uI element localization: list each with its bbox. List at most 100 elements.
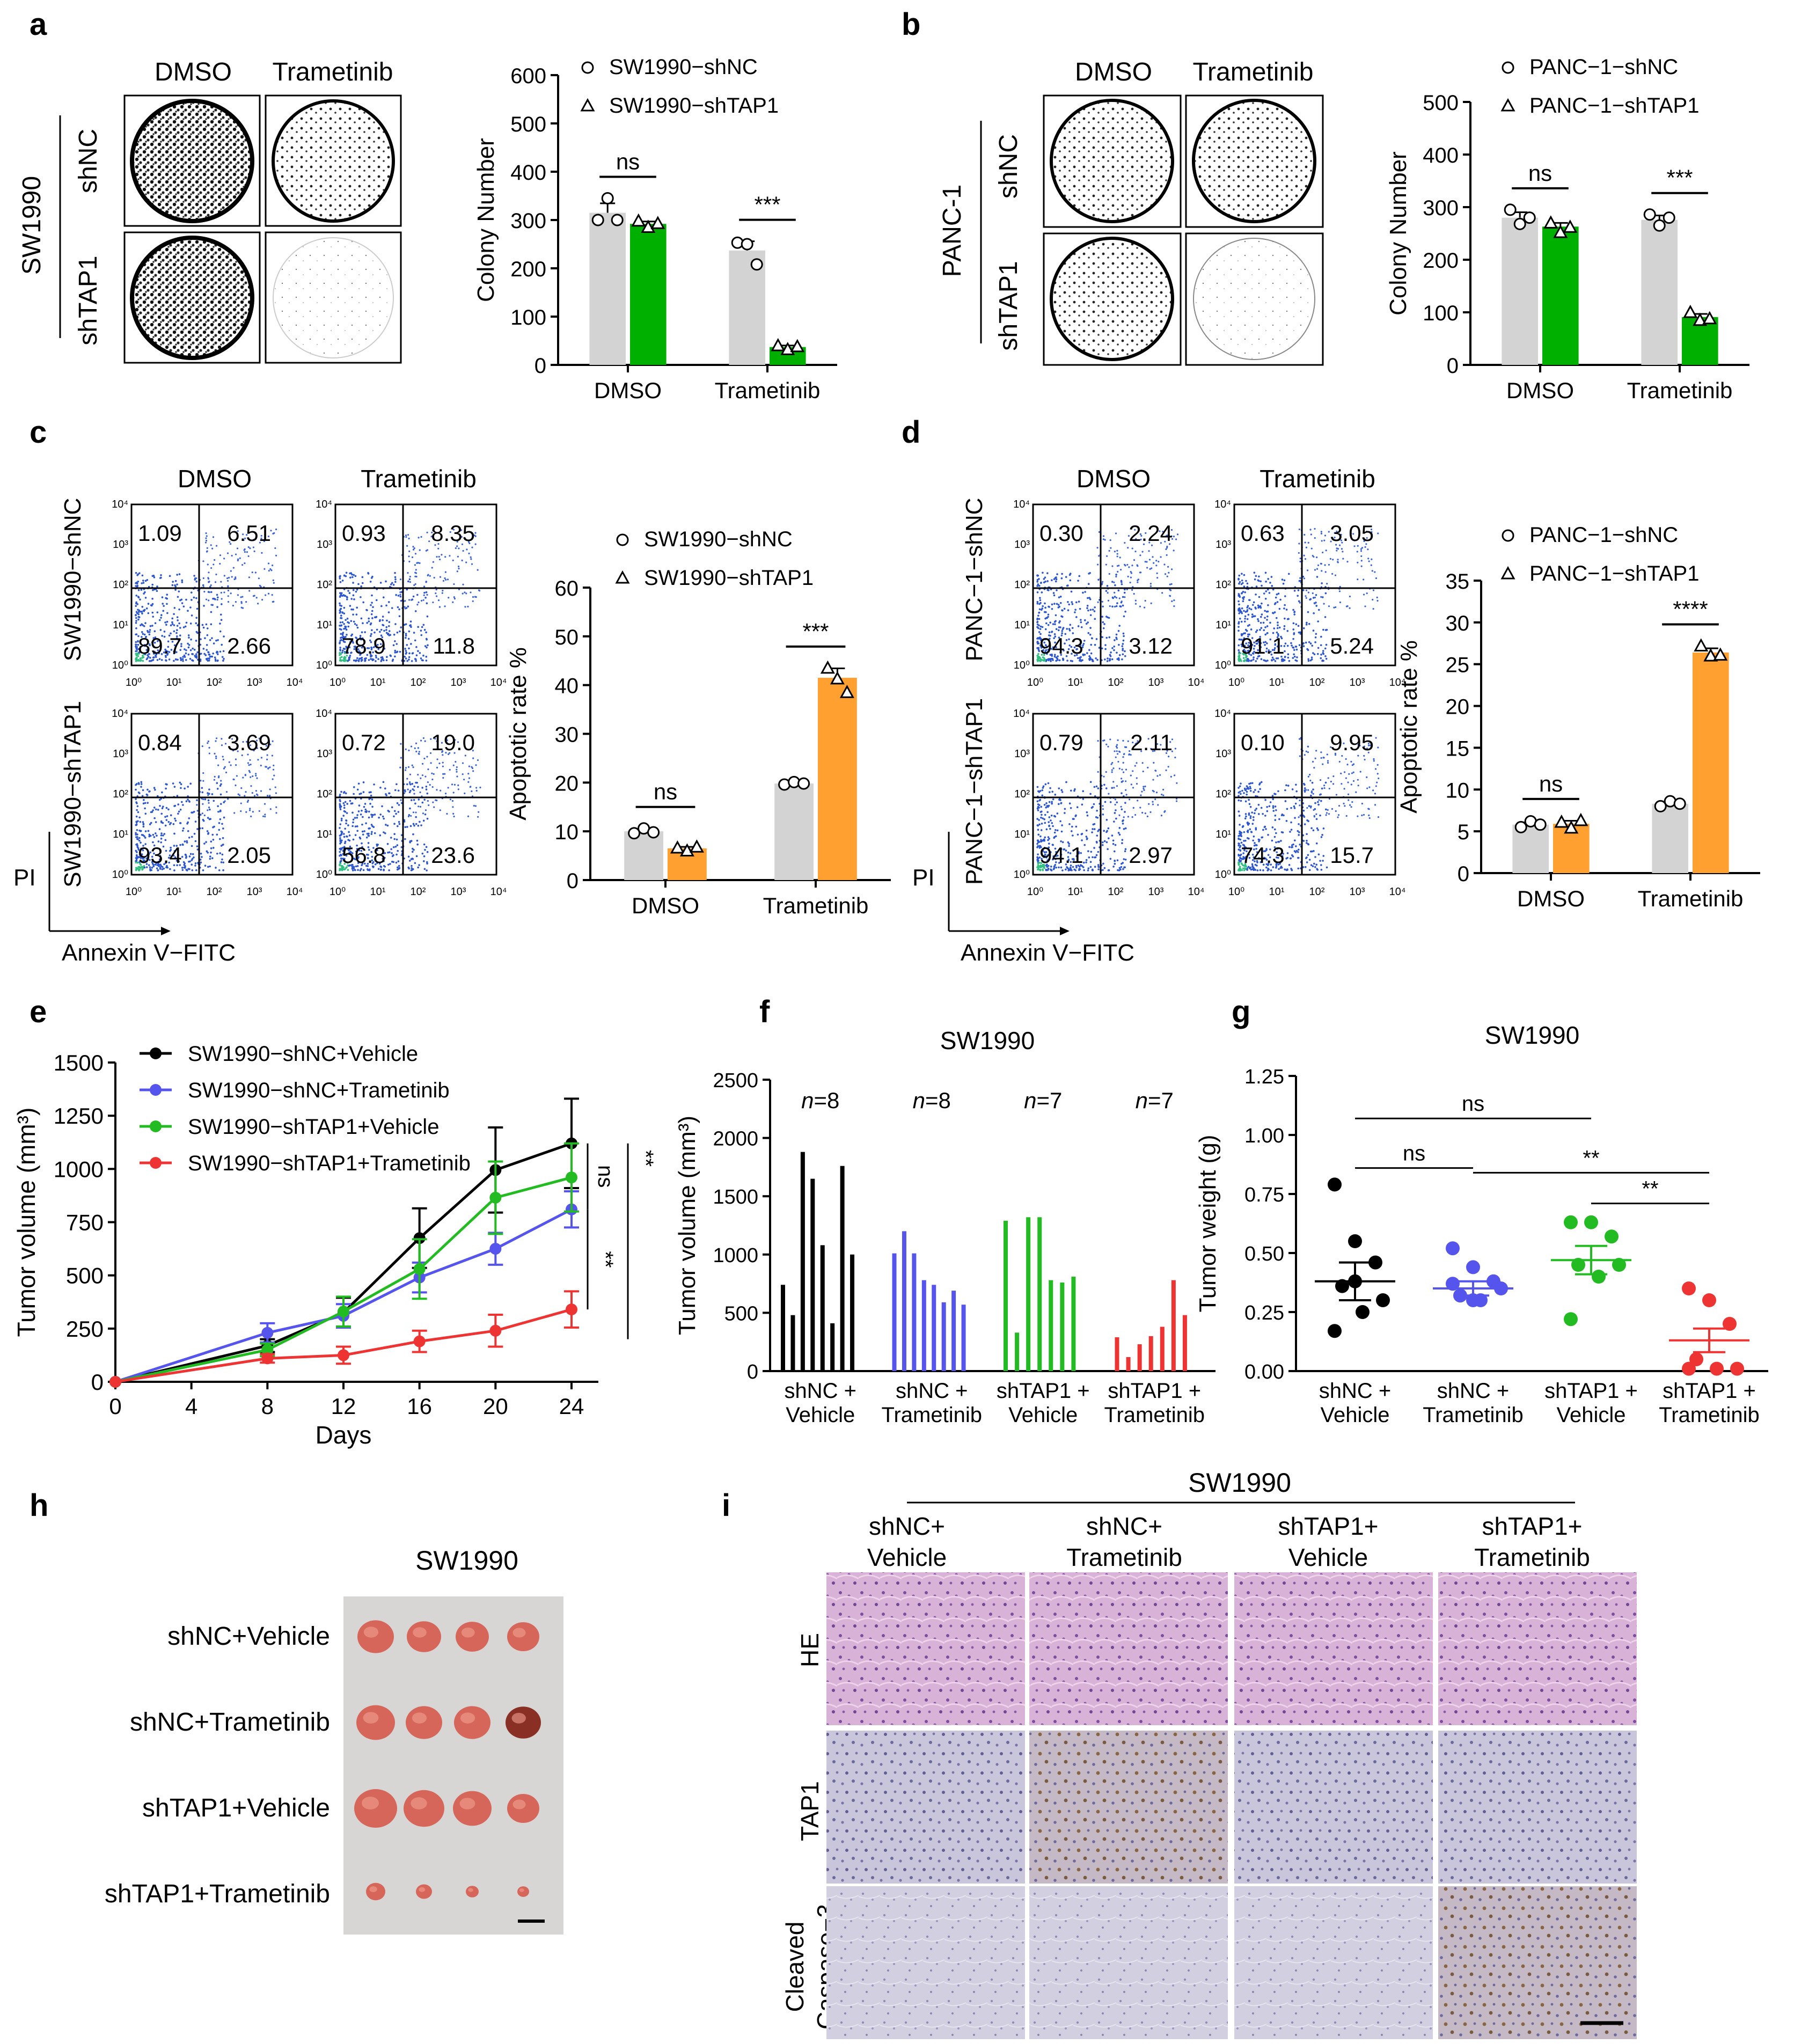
- quadrant-value: 23.6: [431, 842, 475, 868]
- bar: [1137, 1344, 1142, 1371]
- x-tick-label: Vehicle: [1321, 1403, 1390, 1427]
- significance-label: ***: [802, 619, 829, 644]
- flow-tick-label: 10⁴: [1214, 708, 1231, 720]
- y-axis-label: Colony Number: [1385, 151, 1411, 316]
- significance-label: **: [1583, 1146, 1599, 1170]
- data-point: [1348, 1234, 1362, 1248]
- data-point: [670, 840, 685, 854]
- bar: [624, 831, 663, 880]
- flow-tick-label: 10³: [113, 539, 128, 551]
- quadrant-value: 93.4: [138, 842, 182, 868]
- y-tick-label: 250: [66, 1316, 104, 1342]
- bar: [961, 1305, 966, 1371]
- n-label: n=7: [1136, 1088, 1174, 1113]
- y-tick-label: 500: [1423, 91, 1459, 115]
- data-point: [1723, 1317, 1737, 1331]
- flow-tick-label: 10²: [113, 579, 128, 591]
- legend-label: SW1990−shNC: [644, 528, 793, 551]
- bar: [630, 224, 667, 365]
- x-tick-label: Vehicle: [1557, 1403, 1626, 1427]
- data-point: [1584, 1215, 1598, 1229]
- y-tick-label: 20: [1446, 695, 1470, 719]
- data-point: [1543, 215, 1558, 229]
- flow-tick-label: 10¹: [370, 677, 386, 688]
- column-label: shTAP1+ Trametinib: [1474, 1512, 1590, 1571]
- x-tick-label: Trametinib: [882, 1403, 982, 1427]
- quadrant-value: 1.09: [138, 521, 182, 546]
- quadrant-value: 8.35: [431, 521, 475, 546]
- data-point: [650, 216, 665, 229]
- flow-tick-label: 10¹: [113, 619, 128, 631]
- column-label: shTAP1+ Vehicle: [1278, 1512, 1378, 1571]
- y-tick-label: 0: [747, 1361, 758, 1383]
- y-axis-label: Tumor volume (mm³): [674, 1116, 700, 1335]
- x-tick-label: 8: [261, 1394, 274, 1419]
- quadrant-value: 0.72: [342, 730, 386, 755]
- row-label: shTAP1+Vehicle: [142, 1794, 330, 1822]
- quadrant-value: 2.11: [1130, 730, 1173, 755]
- data-point: [611, 214, 624, 226]
- row-label: PANC−1−shNC: [961, 498, 987, 662]
- bar: [1693, 652, 1729, 873]
- legend-label: SW1990−shTAP1+Trametinib: [188, 1152, 471, 1175]
- colony-dish: [273, 237, 394, 358]
- colony-dish: [130, 236, 254, 360]
- flow-tick-label: 10²: [411, 886, 426, 898]
- series-line: [115, 1142, 572, 1383]
- panel-d-flow: DMSO Trametinib PANC−1−shNC PANC−1−shTAP…: [912, 465, 1405, 966]
- col-label: Trametinib: [273, 58, 393, 86]
- panel-h-tumor-photo: SW1990 shNC+Vehicle shNC+Trametinib shTA…: [105, 1545, 563, 1935]
- tumor: [357, 1620, 394, 1653]
- quadrant-value: 15.7: [1330, 842, 1374, 868]
- flow-tick-label: 10²: [1108, 886, 1124, 898]
- flow-tick-label: 10¹: [1068, 677, 1083, 688]
- bar: [951, 1291, 956, 1371]
- bar: [941, 1302, 946, 1371]
- tumor: [466, 1886, 479, 1898]
- y-tick-label: 1000: [54, 1156, 104, 1182]
- y-tick-label: 500: [724, 1302, 758, 1325]
- significance-label: ns: [616, 149, 640, 174]
- y-tick-label: 200: [510, 258, 546, 281]
- bar: [1026, 1217, 1031, 1371]
- data-point: [771, 338, 786, 351]
- data-point: [566, 1303, 577, 1316]
- data-point: [1573, 812, 1588, 826]
- colony-dish: [1050, 237, 1174, 361]
- flow-tick-label: 10⁰: [316, 660, 332, 671]
- data-point: [601, 192, 614, 204]
- col-label: DMSO: [178, 465, 252, 493]
- x-tick-label: DMSO: [632, 893, 699, 918]
- flow-tick-label: 10⁴: [1013, 499, 1030, 510]
- y-tick-label: 300: [510, 209, 546, 233]
- legend-label: SW1990−shTAP1: [609, 94, 779, 118]
- data-point: [1571, 1258, 1585, 1272]
- bar: [1652, 803, 1688, 873]
- x-tick-label: shTAP1 +: [1544, 1379, 1638, 1403]
- bar: [1037, 1217, 1042, 1371]
- flow-plot: [1032, 503, 1195, 666]
- flow-tick-label: 10³: [113, 748, 128, 760]
- tumor: [354, 1789, 397, 1828]
- bar: [902, 1231, 906, 1371]
- legend-label: SW1990−shTAP1+Vehicle: [188, 1115, 439, 1139]
- data-point: [1466, 1293, 1480, 1307]
- flow-tick-label: 10⁰: [329, 677, 346, 688]
- col-label: DMSO: [1075, 58, 1152, 86]
- flow-tick-label: 10³: [1215, 748, 1231, 760]
- legend-label: PANC−1−shNC: [1529, 55, 1678, 79]
- y-tick-label: 2500: [713, 1069, 758, 1092]
- y-axis-label: PI: [13, 865, 36, 891]
- y-tick-label: 0.25: [1244, 1302, 1284, 1324]
- row-label: PANC−1−shTAP1: [961, 698, 987, 885]
- flow-tick-label: 10⁰: [329, 886, 346, 898]
- n-label: n=8: [913, 1088, 951, 1113]
- quadrant-value: 11.8: [433, 633, 475, 658]
- y-axis-label: Tumor weight (g): [1195, 1135, 1221, 1313]
- bar: [1502, 217, 1538, 365]
- data-point: [1693, 312, 1708, 326]
- legend-label: SW1990−shNC+Vehicle: [188, 1042, 418, 1066]
- flow-tick-label: 10⁴: [287, 886, 303, 898]
- flow-tick-label: 10²: [207, 886, 222, 898]
- y-tick-label: 0: [91, 1369, 104, 1395]
